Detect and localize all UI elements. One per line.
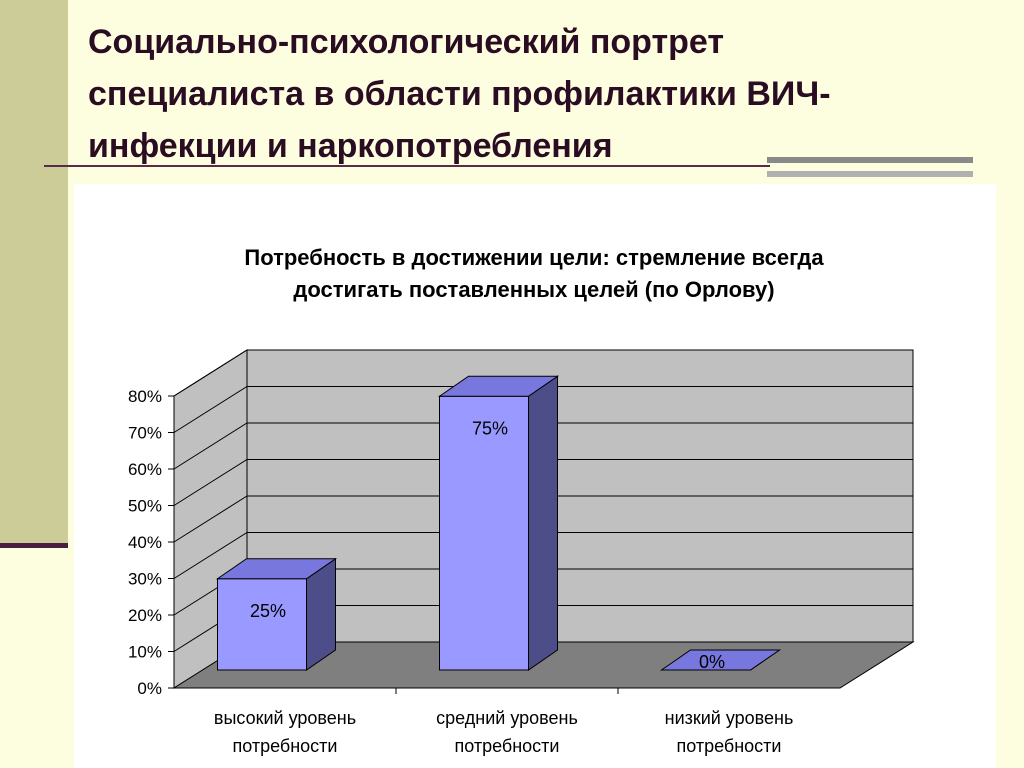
bar-1	[217, 578, 307, 671]
y-tick-label: 50%	[128, 497, 162, 516]
y-tick-label: 30%	[128, 570, 162, 589]
category-label: потребности	[455, 736, 560, 756]
y-tick-label: 0%	[137, 679, 162, 698]
gridline	[173, 532, 913, 579]
gridline	[173, 422, 913, 470]
bar-top-2	[437, 375, 560, 397]
slide-title-line-2: специалиста в области профилактики ВИЧ-	[88, 75, 831, 113]
y-tick-label: 70%	[128, 424, 162, 443]
y-tick-label: 10%	[128, 643, 162, 662]
slide-title: Социально-психологический портрет специа…	[88, 16, 988, 172]
gridline	[173, 459, 913, 506]
y-tick-label: 80%	[128, 387, 162, 406]
gridline	[173, 349, 913, 397]
chart-title-line-2: достигать поставленных целей (по Орлову)	[293, 277, 775, 302]
side-decoration-band	[0, 0, 68, 545]
slide-title-line-3: инфекции и наркопотребления	[88, 127, 613, 165]
bar-top-3	[659, 649, 782, 671]
title-underline	[44, 165, 770, 167]
chart-title: Потребность в достижении цели: стремлени…	[134, 242, 934, 306]
bar-chart-3d: 0% 10% 20% 30% 40% 50% 60% 70% 80% 25% высокий уро…	[128, 349, 915, 756]
category-label: средний уровень	[436, 708, 578, 728]
gridline	[173, 386, 913, 433]
y-tick-label: 40%	[128, 533, 162, 552]
data-label-3: 0%	[699, 652, 725, 672]
category-label: низкий уровень	[665, 708, 794, 728]
bar-side-2	[528, 375, 558, 671]
bar-top-1	[215, 558, 338, 580]
gridline	[173, 495, 913, 543]
category-label: потребности	[233, 736, 338, 756]
y-tick-label: 20%	[128, 606, 162, 625]
slide-title-line-1: Социально-психологический портрет	[88, 23, 725, 61]
side-decoration-rule	[0, 543, 68, 548]
title-accent-bar-shadow	[767, 171, 973, 177]
bar-2	[439, 395, 529, 671]
title-accent-bar	[767, 157, 973, 163]
category-label: высокий уровень	[214, 708, 356, 728]
data-label-2: 75%	[472, 418, 508, 438]
category-label: потребности	[677, 736, 782, 756]
chart-title-line-1: Потребность в достижении цели: стремлени…	[244, 245, 824, 270]
chart-panel: Потребность в достижении цели: стремлени…	[74, 184, 996, 768]
data-label-1: 25%	[250, 601, 286, 621]
y-tick-label: 60%	[128, 460, 162, 479]
